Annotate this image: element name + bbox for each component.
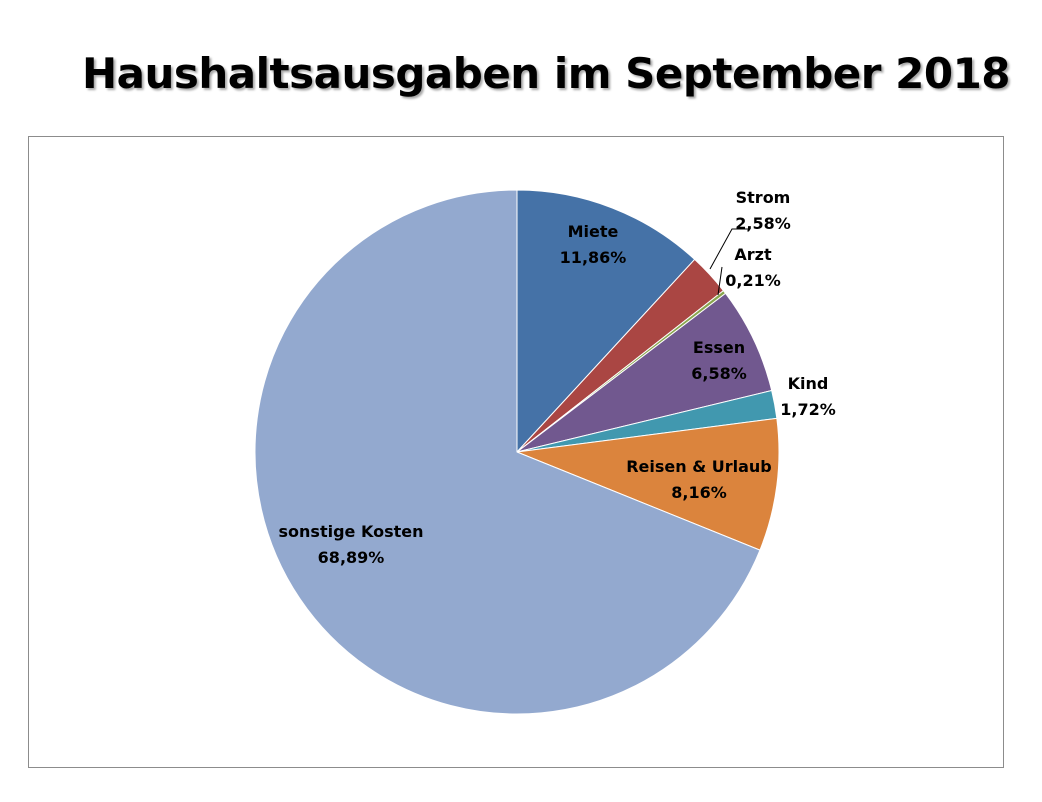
slice-label-name: Strom	[736, 188, 791, 207]
slice-label-value: 8,16%	[671, 483, 727, 502]
pie-chart: Miete 11,86% Strom 2,58% Arzt 0,21% Essen 6,58%…	[29, 137, 1005, 769]
slice-label-strom: Strom 2,58%	[735, 188, 791, 233]
slice-label-name: sonstige Kosten	[279, 522, 424, 541]
slice-label-name: Arzt	[734, 245, 772, 264]
slice-label-value: 6,58%	[691, 364, 747, 383]
page-title: Haushaltsausgaben im September 2018	[82, 44, 982, 104]
slice-label-value: 68,89%	[318, 548, 385, 567]
slice-label-name: Miete	[568, 222, 619, 241]
slice-label-name: Reisen & Urlaub	[626, 457, 772, 476]
slice-label-arzt: Arzt 0,21%	[725, 245, 781, 290]
slice-label-value: 2,58%	[735, 214, 791, 233]
pie-slices	[255, 190, 779, 714]
slice-label-value: 0,21%	[725, 271, 781, 290]
slice-label-name: Kind	[788, 374, 829, 393]
slice-label-name: Essen	[693, 338, 745, 357]
slice-label-value: 11,86%	[560, 248, 627, 267]
chart-area: Miete 11,86% Strom 2,58% Arzt 0,21% Essen 6,58%…	[28, 136, 1004, 768]
slice-label-value: 1,72%	[780, 400, 836, 419]
slice-label-kind: Kind 1,72%	[780, 374, 836, 419]
